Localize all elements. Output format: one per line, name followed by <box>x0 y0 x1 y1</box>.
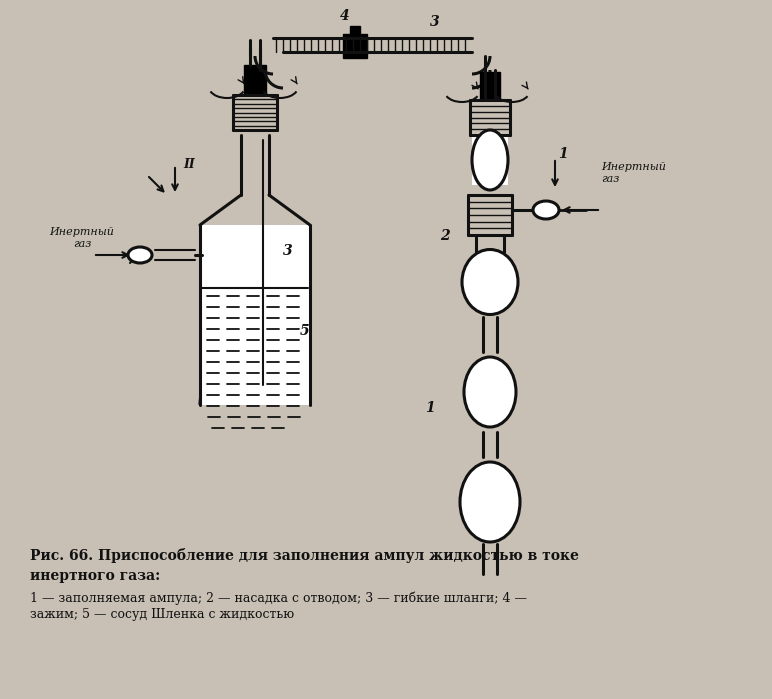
Ellipse shape <box>460 462 520 542</box>
Ellipse shape <box>533 201 559 219</box>
Text: Рис. 66. Приспособление для заполнения ампул жидкостью в токе: Рис. 66. Приспособление для заполнения а… <box>30 548 579 563</box>
Polygon shape <box>480 72 500 100</box>
Text: инертного газа:: инертного газа: <box>30 569 161 583</box>
Text: 3: 3 <box>430 15 439 29</box>
Ellipse shape <box>464 357 516 427</box>
Text: Инертный
газ: Инертный газ <box>49 227 114 249</box>
Polygon shape <box>350 26 360 36</box>
Text: II: II <box>183 158 195 171</box>
Text: 4: 4 <box>340 9 350 23</box>
Ellipse shape <box>472 130 508 190</box>
Text: 1: 1 <box>425 401 435 415</box>
Text: 5: 5 <box>300 324 310 338</box>
Text: 1 — заполняемая ампула; 2 — насадка с отводом; 3 — гибкие шланги; 4 —: 1 — заполняемая ампула; 2 — насадка с от… <box>30 591 527 605</box>
FancyBboxPatch shape <box>200 225 310 405</box>
Text: 1: 1 <box>558 147 567 161</box>
Ellipse shape <box>128 247 152 263</box>
Ellipse shape <box>462 250 518 315</box>
Wedge shape <box>200 350 310 405</box>
Text: 2: 2 <box>440 229 449 243</box>
Text: Инертный
газ: Инертный газ <box>601 162 666 184</box>
Text: зажим; 5 — сосуд Шленка с жидкостью: зажим; 5 — сосуд Шленка с жидкостью <box>30 608 294 621</box>
Polygon shape <box>244 65 266 95</box>
Polygon shape <box>343 34 367 58</box>
Bar <box>472 135 508 185</box>
Text: 3: 3 <box>283 244 293 258</box>
